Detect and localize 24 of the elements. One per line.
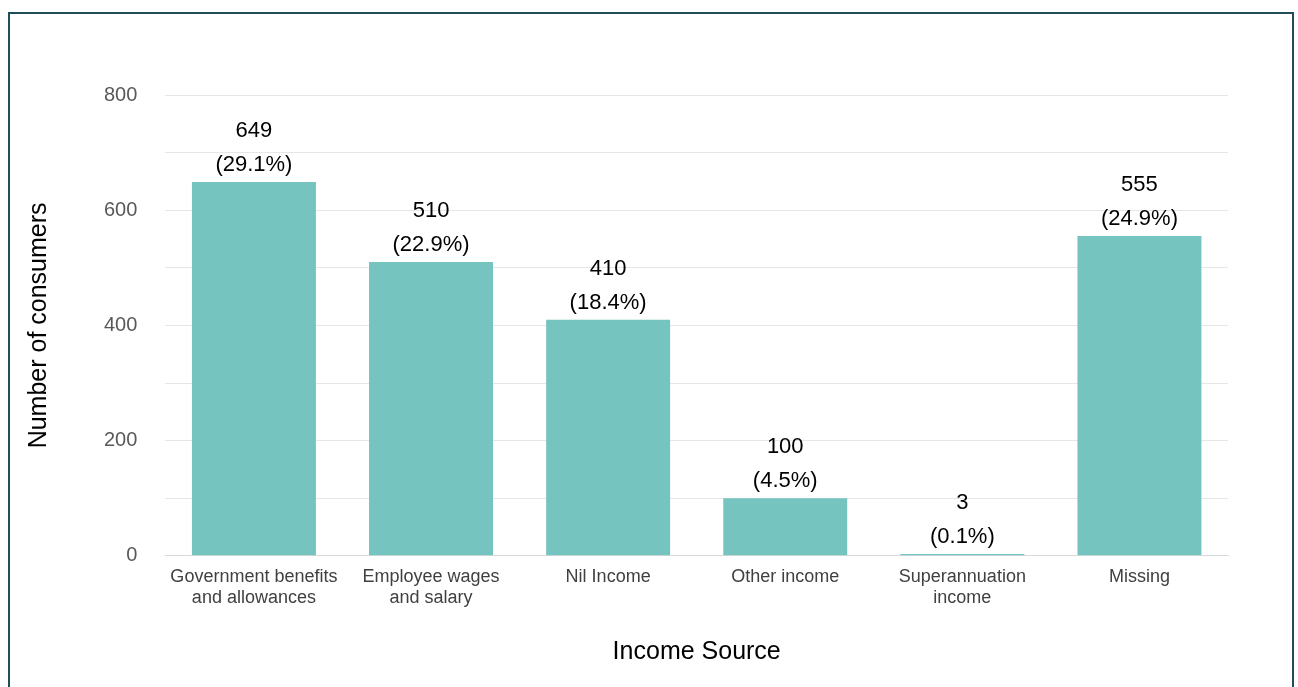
data-label: 3 (0.1%) <box>929 489 995 549</box>
bar <box>1077 236 1202 556</box>
x-tick-label: Superannuation income <box>898 565 1026 608</box>
data-label: 100 (4.5%) <box>752 433 818 493</box>
x-axis-title: Income Source <box>612 635 781 664</box>
bar <box>723 498 848 556</box>
data-label: 410 (18.4%) <box>569 254 647 314</box>
x-tick-label: Nil Income <box>565 565 651 586</box>
x-tick-label: Other income <box>731 565 840 586</box>
data-label: 555 (24.9%) <box>1100 171 1178 231</box>
x-tick-label: Government benefits and allowances <box>170 565 338 608</box>
y-axis-title: Number of consumers <box>22 202 51 449</box>
bar <box>546 319 671 556</box>
x-tick-label: Employee wages and salary <box>362 565 500 608</box>
bar <box>191 181 316 556</box>
y-tick-label: 600 <box>103 197 138 220</box>
y-tick-label: 200 <box>103 428 138 451</box>
y-tick-label: 800 <box>103 82 138 105</box>
data-label: 649 (29.1%) <box>215 117 293 177</box>
bar <box>369 262 494 556</box>
y-tick-label: 0 <box>126 543 138 566</box>
data-label: 510 (22.9%) <box>392 197 470 257</box>
x-tick-label: Missing <box>1108 565 1170 586</box>
y-tick-label: 400 <box>103 312 138 335</box>
